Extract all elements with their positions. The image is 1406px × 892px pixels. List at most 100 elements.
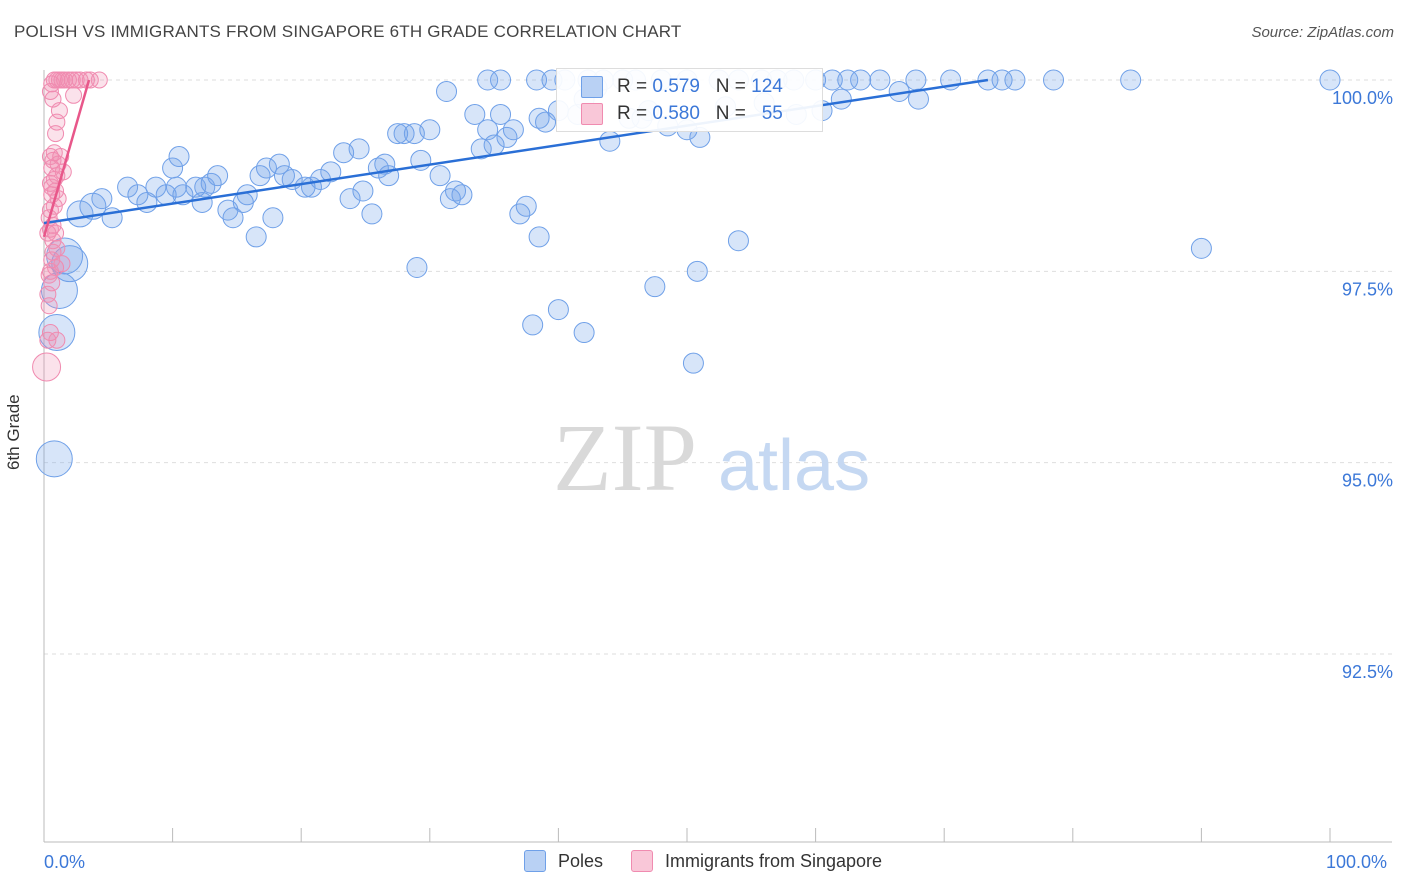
poles-r-value: 0.579 xyxy=(652,76,700,97)
poles-point xyxy=(406,257,428,279)
singapore-swatch-icon xyxy=(581,103,603,125)
singapore-point xyxy=(39,285,57,303)
y-tick-label: 92.5% xyxy=(1342,662,1393,682)
poles-point xyxy=(907,88,929,110)
poles-point xyxy=(419,119,441,141)
poles-point xyxy=(236,184,258,206)
poles-point xyxy=(727,230,749,252)
singapore-point xyxy=(47,125,65,143)
poles-point xyxy=(477,69,499,91)
poles-point xyxy=(1120,69,1142,91)
legend-item-singapore[interactable]: Immigrants from Singapore xyxy=(630,850,883,872)
legend: Poles Immigrants from Singapore xyxy=(0,850,1406,872)
singapore-point xyxy=(48,331,66,349)
poles-point xyxy=(91,188,113,210)
poles-point xyxy=(361,203,383,225)
poles-n-label: N = xyxy=(715,76,746,97)
poles-point xyxy=(222,207,244,229)
poles-point xyxy=(436,80,458,102)
poles-point xyxy=(644,276,666,298)
poles-point xyxy=(830,88,852,110)
poles-point xyxy=(522,314,544,336)
poles-point xyxy=(502,119,524,141)
watermark-zip: ZIP xyxy=(553,404,697,511)
poles-point xyxy=(352,180,374,202)
singapore-r-value: 0.580 xyxy=(652,103,700,124)
legend-singapore-label: Immigrants from Singapore xyxy=(664,850,883,871)
gridlines xyxy=(44,79,1392,655)
stats-row-poles: R = 0.579 N = 124 xyxy=(581,74,783,100)
series-singapore xyxy=(32,71,108,382)
singapore-point xyxy=(40,266,58,284)
stats-row-singapore: R = 0.580 N = 55 xyxy=(581,101,783,127)
poles-point xyxy=(905,69,927,91)
poles-r-label: R = xyxy=(617,76,648,97)
poles-point xyxy=(262,207,284,229)
singapore-point xyxy=(32,352,62,382)
source-label: Source: ZipAtlas.com xyxy=(1251,24,1394,41)
y-axis-label: 6th Grade xyxy=(4,394,23,470)
poles-point xyxy=(66,200,94,228)
poles-point xyxy=(145,176,167,198)
poles-point xyxy=(869,69,891,91)
poles-point xyxy=(168,146,190,168)
poles-point xyxy=(320,161,342,183)
y-tick-label: 95.0% xyxy=(1342,471,1393,491)
axes xyxy=(43,70,1392,843)
poles-point xyxy=(339,188,361,210)
legend-poles-label: Poles xyxy=(557,850,603,871)
y-tick-label: 97.5% xyxy=(1342,279,1393,299)
chart-title: POLISH VS IMMIGRANTS FROM SINGAPORE 6TH … xyxy=(14,22,682,41)
poles-point xyxy=(686,260,708,282)
x-tick-label-max: 100.0% xyxy=(1326,852,1388,872)
poles-point xyxy=(573,322,595,344)
poles-point xyxy=(445,180,467,202)
singapore-point xyxy=(47,224,65,242)
watermark-atlas: atlas xyxy=(718,426,870,506)
poles-point xyxy=(387,123,409,145)
poles-swatch-icon xyxy=(581,76,603,98)
poles-point xyxy=(464,103,486,125)
legend-poles-swatch-icon xyxy=(523,850,546,872)
x-tick-label-min: 0.0% xyxy=(44,852,86,872)
poles-point xyxy=(374,153,396,175)
singapore-point xyxy=(90,71,108,89)
poles-point xyxy=(470,138,492,160)
poles-point xyxy=(1043,69,1065,91)
poles-point xyxy=(172,184,194,206)
poles-point xyxy=(528,226,550,248)
poles-point xyxy=(547,299,569,321)
y-tick-labels: 92.5% 95.0% 97.5% 100.0% xyxy=(1332,88,1393,682)
singapore-point xyxy=(81,71,99,89)
singapore-point xyxy=(43,178,61,196)
poles-point xyxy=(599,130,621,152)
poles-point xyxy=(117,176,139,198)
singapore-n-label: N = xyxy=(715,103,746,124)
poles-trend-line xyxy=(43,78,989,225)
poles-point xyxy=(837,69,859,91)
poles-point xyxy=(515,195,537,217)
poles-point xyxy=(528,107,550,129)
singapore-point xyxy=(53,255,71,273)
y-tick-label: 100.0% xyxy=(1332,88,1393,108)
poles-point xyxy=(429,165,451,187)
poles-point xyxy=(526,69,548,91)
poles-point xyxy=(1319,69,1341,91)
singapore-point xyxy=(48,239,66,257)
singapore-trend-line xyxy=(42,79,91,238)
poles-point xyxy=(490,69,512,91)
poles-point xyxy=(490,103,512,125)
singapore-r-label: R = xyxy=(617,103,648,124)
watermark: ZIP atlas xyxy=(553,404,870,511)
legend-item-poles[interactable]: Poles xyxy=(523,850,603,872)
poles-point xyxy=(245,226,267,248)
poles-point xyxy=(268,153,290,175)
poles-point xyxy=(1190,237,1212,259)
poles-point xyxy=(991,69,1013,91)
singapore-point xyxy=(65,86,83,104)
poles-point xyxy=(348,138,370,160)
poles-point xyxy=(682,352,704,374)
poles-n-value: 124 xyxy=(751,76,783,97)
stats-box: R = 0.579 N = 124 R = 0.580 N = 55 xyxy=(556,68,823,132)
